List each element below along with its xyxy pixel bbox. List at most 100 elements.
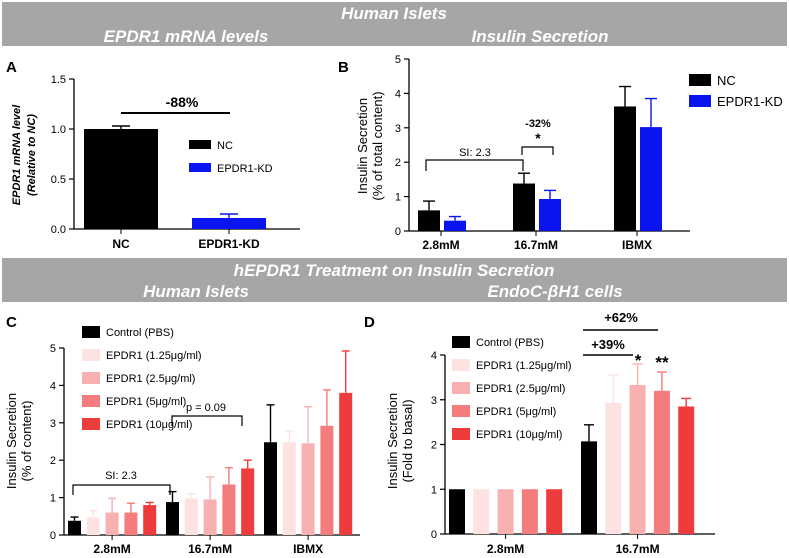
panel-b-y-tick-label: 0 — [395, 226, 401, 238]
panel-c-bar — [264, 442, 277, 535]
panel-c-x-label: 16.7mM — [188, 542, 232, 556]
panel-a-annotation: -88% — [166, 94, 199, 110]
panel-c-x-label: IBMX — [293, 542, 323, 556]
panel-d-legend-swatch — [452, 428, 470, 440]
panel-b-bar — [418, 210, 440, 231]
panel-a-legend-label: NC — [217, 140, 233, 152]
panel-d-ylabel-line2: (Fold to basal) — [400, 399, 415, 482]
panel-a-bar — [84, 129, 158, 229]
panel-d-y-tick-label: 2 — [431, 440, 437, 452]
panel-c-x-label: 2.8mM — [93, 542, 130, 556]
panel-c-legend-swatch — [82, 372, 100, 384]
panel-d-legend-swatch — [452, 405, 470, 417]
panel-c-y-tick-label: 2 — [50, 455, 56, 467]
panel-b-legend-swatch — [689, 95, 711, 107]
panel-d-legend-label: Control (PBS) — [476, 337, 544, 349]
panel-a-legend-swatch — [189, 140, 211, 149]
panel-d: 0 1 2 3 4 2.8mM 16.7mM Insulin Secretion (Fold t… — [385, 310, 715, 556]
panel-c-bar — [68, 520, 81, 535]
panel-b-sig-bracket — [521, 146, 554, 155]
panel-d-legend-label: EPDR1 (5μg/ml) — [476, 406, 556, 418]
panel-d-bar — [546, 489, 563, 534]
panel-c-legend-label: EPDR1 (2.5μg/ml) — [106, 373, 195, 385]
panel-d-legend-label: EPDR1 (1.25μg/ml) — [476, 360, 572, 372]
header-left-title: EPDR1 mRNA levels — [104, 27, 269, 46]
panel-c-bar — [86, 517, 100, 535]
panel-b-pct-label: -32% — [525, 118, 551, 130]
panel-b-y-tick-label: 3 — [395, 123, 401, 135]
panel-c-legend-swatch — [82, 326, 100, 338]
panel-c-y-tick-label: 1 — [50, 493, 56, 505]
panel-d-y-tick-label: 4 — [431, 350, 437, 362]
panel-a-bar — [192, 218, 266, 229]
panel-c-bar — [301, 443, 315, 535]
panel-b-sig-label: * — [535, 130, 541, 146]
panel-b-legend-label: EPDR1-KD — [717, 94, 783, 109]
panel-b-x-label: IBMX — [622, 238, 652, 252]
panel-d-bar — [653, 390, 670, 534]
panel-c-p-label: p = 0.09 — [186, 402, 226, 414]
panel-d-bar — [678, 406, 695, 534]
panel-d-bar — [473, 489, 490, 534]
panel-c-y-tick-label: 0 — [50, 530, 56, 542]
panel-d-x-label: 16.7mM — [616, 542, 660, 556]
panel-c-bar — [282, 442, 296, 535]
panel-c: 0 1 2 3 4 5 2.8mM 16.7mM IBMX Insulin Secretion (%… — [4, 326, 360, 556]
header-right-title: Insulin Secretion — [472, 27, 609, 46]
panel-c-bar — [222, 484, 236, 535]
panel-a: 0.0 0.5 1.0 1.5 NC EPDR1-KD EPDR1 mRNA level (R… — [11, 74, 300, 251]
panel-c-legend-label: EPDR1 (5μg/ml) — [106, 396, 186, 408]
panel-a-y-tick-label: 1.0 — [51, 124, 66, 136]
panel-letter-a: A — [6, 59, 17, 76]
panel-a-y-tick-label: 0.5 — [51, 174, 66, 186]
panel-b-legend-swatch — [689, 74, 711, 86]
panel-b-ylabel-line1: Insulin Secretion — [355, 98, 370, 194]
panel-b-bar — [539, 199, 561, 231]
panel-b-legend-label: NC — [717, 73, 736, 88]
panel-d-bar — [497, 489, 514, 534]
panel-a-legend-label: EPDR1-KD — [217, 163, 273, 175]
panel-a-x-label: NC — [112, 237, 130, 251]
panel-a-y-tick-label: 1.5 — [51, 74, 66, 86]
panel-c-si-label: SI: 2.3 — [105, 470, 137, 482]
panel-c-si-bracket — [72, 484, 171, 495]
panel-d-ylabel-line1: Insulin Secretion — [385, 393, 400, 489]
panel-b-si-label: SI: 2.3 — [459, 147, 491, 159]
panel-d-x-label: 2.8mM — [487, 542, 524, 556]
panel-d-legend-swatch — [452, 382, 470, 394]
panel-d-legend-swatch — [452, 336, 470, 348]
panel-b-si-bracket — [425, 159, 524, 171]
panel-b-x-label: 16.7mM — [514, 238, 558, 252]
panel-d-legend-swatch — [452, 359, 470, 371]
panel-a-ylabel-line1: EPDR1 mRNA level — [11, 104, 23, 205]
panel-c-bar — [203, 499, 217, 535]
panel-b-bar — [614, 106, 636, 231]
header-mid-title: hEPDR1 Treatment on Insulin Secretion — [234, 261, 555, 280]
panel-b-ylabel-line2: (% of total content) — [370, 91, 385, 200]
panel-c-bar — [143, 505, 157, 535]
panel-c-bar — [339, 392, 353, 535]
panel-d-legend-label: EPDR1 (2.5μg/ml) — [476, 383, 565, 395]
panel-d-y-tick-label: 3 — [431, 395, 437, 407]
header-top-title: Human Islets — [341, 4, 447, 23]
header-mid-right: EndoC-βH1 cells — [487, 282, 622, 301]
panel-d-label-62: +62% — [604, 310, 638, 325]
panel-c-legend-label: Control (PBS) — [106, 327, 174, 339]
panel-c-y-tick-label: 5 — [50, 343, 56, 355]
panel-c-legend-swatch — [82, 395, 100, 407]
panel-c-y-tick-label: 4 — [50, 380, 56, 392]
panel-b-y-tick-label: 4 — [395, 88, 401, 100]
panel-b-y-tick-label: 1 — [395, 192, 401, 204]
panel-a-legend-swatch — [189, 163, 211, 172]
panel-c-legend-swatch — [82, 418, 100, 430]
panel-b: 0 1 2 3 4 5 2.8mM 16.7mM IBMX Insulin Secretion (%… — [355, 54, 783, 252]
panel-a-x-label: EPDR1-KD — [198, 237, 260, 251]
panel-b-y-tick-label: 2 — [395, 157, 401, 169]
panel-c-bar — [166, 502, 179, 535]
panel-d-bar — [629, 384, 646, 534]
panel-c-bar — [124, 512, 138, 535]
panel-b-bar — [444, 220, 466, 231]
panel-c-bar — [320, 425, 334, 535]
panel-c-legend-swatch — [82, 349, 100, 361]
